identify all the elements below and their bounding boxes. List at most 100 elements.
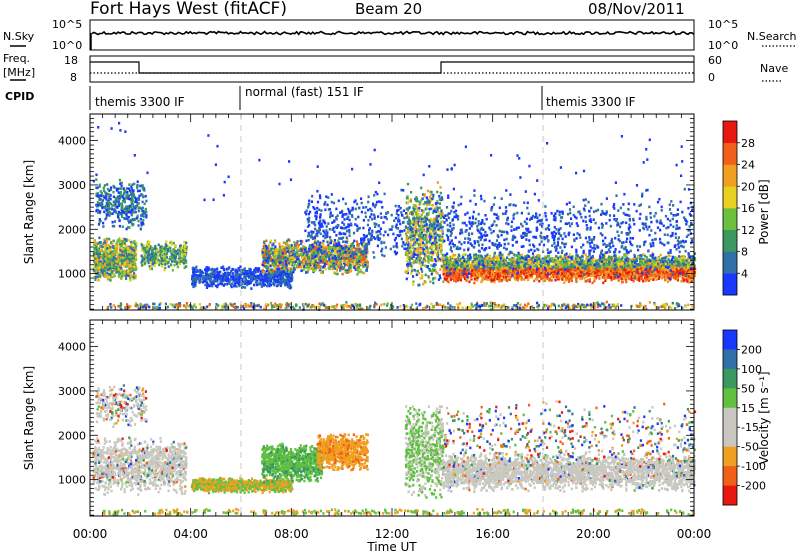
power-mark xyxy=(111,212,114,215)
power-mark xyxy=(433,265,436,268)
power-mark xyxy=(308,267,311,271)
power-mark xyxy=(98,220,101,224)
power-mark xyxy=(383,241,386,244)
power-mark xyxy=(150,256,153,259)
power-mark xyxy=(217,283,220,287)
power-mark xyxy=(408,206,411,209)
power-mark xyxy=(163,247,166,251)
power-mark xyxy=(274,240,277,243)
power-mark xyxy=(139,227,142,231)
power-mark xyxy=(138,206,141,209)
power-mark xyxy=(182,254,186,258)
power-mark xyxy=(354,217,357,221)
power-mark xyxy=(133,267,136,271)
power-mark xyxy=(93,247,96,250)
power-mark xyxy=(111,242,114,246)
power-mark xyxy=(348,231,351,234)
power-mark xyxy=(382,234,385,237)
power-mark xyxy=(433,233,436,236)
power-mark xyxy=(473,281,476,285)
power-mark xyxy=(353,265,356,268)
power-mark xyxy=(417,220,420,223)
power-mark xyxy=(116,252,120,255)
power-mark xyxy=(318,208,321,212)
power-mark xyxy=(246,283,249,287)
power-mark xyxy=(94,276,97,279)
power-mark xyxy=(149,267,152,271)
power-mark xyxy=(280,274,283,277)
power-mark xyxy=(348,210,351,213)
power-mark xyxy=(145,243,149,246)
power-mark xyxy=(409,261,412,265)
power-mark xyxy=(140,193,143,196)
power-mark xyxy=(173,251,176,255)
power-mark xyxy=(269,269,273,272)
power-mark xyxy=(434,259,437,263)
power-mark xyxy=(107,213,110,216)
power-mark xyxy=(94,249,97,253)
power-mark xyxy=(268,267,271,271)
power-mark xyxy=(118,246,121,250)
power-mark xyxy=(124,247,128,250)
power-mark xyxy=(130,258,133,262)
power-mark xyxy=(295,247,298,250)
power-mark xyxy=(314,269,317,272)
power-mark xyxy=(106,271,109,275)
power-mark xyxy=(238,280,241,284)
power-mark xyxy=(140,261,143,264)
power-mark xyxy=(349,243,352,246)
power-mark xyxy=(120,251,123,254)
power-mark xyxy=(242,272,245,276)
power-mark xyxy=(137,198,141,201)
power-mark xyxy=(276,262,279,265)
power-mark xyxy=(237,267,240,270)
power-mark xyxy=(343,213,346,216)
power-mark xyxy=(160,257,163,260)
power-mark xyxy=(177,257,181,261)
power-mark xyxy=(142,247,145,250)
power-mark xyxy=(282,278,285,281)
power-mark xyxy=(121,195,124,198)
power-mark xyxy=(439,249,442,253)
power-mark xyxy=(321,225,324,228)
power-mark xyxy=(117,268,121,271)
power-mark xyxy=(356,268,359,271)
power-mark xyxy=(342,240,345,243)
power-mark xyxy=(331,214,334,217)
power-mark xyxy=(341,221,344,224)
power-mark xyxy=(269,271,272,274)
power-mark xyxy=(354,248,357,252)
power-mark xyxy=(151,254,154,258)
power-mark xyxy=(319,259,322,263)
power-mark xyxy=(104,275,107,278)
power-mark xyxy=(111,261,114,265)
power-mark xyxy=(118,187,121,190)
power-mark xyxy=(95,178,98,181)
power-mark xyxy=(357,252,360,256)
power-mark xyxy=(239,265,242,268)
power-mark xyxy=(329,236,332,239)
power-mark xyxy=(272,264,275,268)
power-mark xyxy=(96,242,100,245)
power-mark xyxy=(400,237,403,241)
power-mark xyxy=(338,231,341,235)
power-mark xyxy=(97,270,100,273)
power-mark xyxy=(262,282,265,285)
power-mark xyxy=(328,258,331,261)
power-mark xyxy=(267,259,270,262)
power-mark xyxy=(143,257,146,260)
power-mark xyxy=(100,247,103,251)
power-mark xyxy=(360,197,363,200)
power-mark xyxy=(421,263,424,267)
power-mark xyxy=(335,242,338,246)
power-mark xyxy=(327,260,330,264)
power-mark xyxy=(346,263,349,267)
power-mark xyxy=(366,260,369,264)
power-mark xyxy=(297,260,300,263)
power-mark xyxy=(321,257,324,260)
power-mark xyxy=(135,252,138,256)
power-mark xyxy=(395,223,398,226)
power-mark xyxy=(320,271,323,275)
power-mark xyxy=(336,224,339,227)
power-mark xyxy=(434,236,437,239)
